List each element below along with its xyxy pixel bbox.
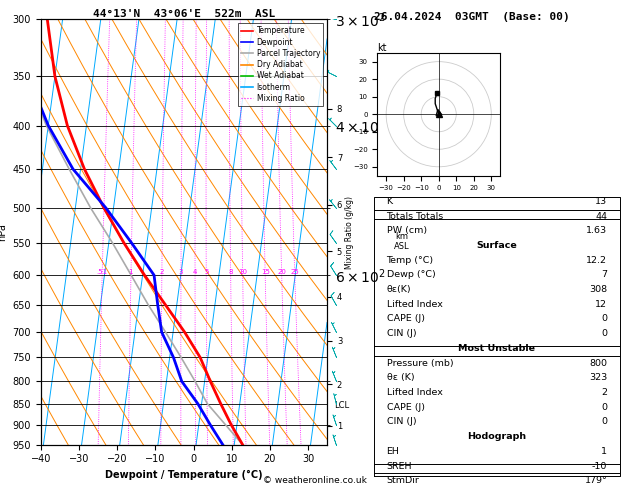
Text: CIN (J): CIN (J) (386, 417, 416, 426)
Text: EH: EH (386, 447, 399, 456)
Text: 5: 5 (204, 269, 208, 275)
Text: CIN (J): CIN (J) (386, 329, 416, 338)
Text: -10: -10 (592, 462, 608, 470)
Text: 26.04.2024  03GMT  (Base: 00): 26.04.2024 03GMT (Base: 00) (374, 12, 570, 22)
Text: 0: 0 (601, 314, 608, 324)
Text: 308: 308 (589, 285, 608, 294)
Text: Pressure (mb): Pressure (mb) (386, 359, 453, 367)
Text: Totals Totals: Totals Totals (386, 211, 444, 221)
Text: 179°: 179° (584, 476, 608, 486)
Text: 1.63: 1.63 (586, 226, 608, 235)
Text: Temp (°C): Temp (°C) (386, 256, 433, 265)
Text: 10: 10 (238, 269, 247, 275)
Text: .51: .51 (97, 269, 108, 275)
Y-axis label: hPa: hPa (0, 223, 7, 241)
Text: 44: 44 (595, 211, 608, 221)
Text: 7: 7 (601, 270, 608, 279)
Text: 20: 20 (277, 269, 286, 275)
Text: 8: 8 (228, 269, 233, 275)
Text: Lifted Index: Lifted Index (386, 388, 442, 397)
Text: K: K (386, 197, 392, 206)
Text: 2: 2 (160, 269, 164, 275)
Text: 13: 13 (595, 197, 608, 206)
Text: CAPE (J): CAPE (J) (386, 314, 425, 324)
Text: 2: 2 (601, 388, 608, 397)
Text: 12: 12 (595, 300, 608, 309)
Text: StmDir: StmDir (386, 476, 420, 486)
Text: © weatheronline.co.uk: © weatheronline.co.uk (262, 476, 367, 485)
Text: 3: 3 (179, 269, 183, 275)
Text: 0: 0 (601, 417, 608, 426)
Text: Surface: Surface (477, 241, 517, 250)
Text: 12.2: 12.2 (586, 256, 608, 265)
Text: 1: 1 (601, 447, 608, 456)
Text: 25: 25 (291, 269, 299, 275)
Text: LCL: LCL (334, 401, 349, 410)
Text: SREH: SREH (386, 462, 412, 470)
Title: 44°13'N  43°06'E  522m  ASL: 44°13'N 43°06'E 522m ASL (93, 9, 275, 18)
Text: 15: 15 (261, 269, 270, 275)
Text: 800: 800 (589, 359, 608, 367)
Text: Lifted Index: Lifted Index (386, 300, 442, 309)
Text: 4: 4 (193, 269, 198, 275)
Text: 0: 0 (601, 329, 608, 338)
Text: 323: 323 (589, 373, 608, 382)
Text: 0: 0 (601, 403, 608, 412)
Text: Hodograph: Hodograph (467, 432, 526, 441)
Text: PW (cm): PW (cm) (386, 226, 426, 235)
Text: θε(K): θε(K) (386, 285, 411, 294)
Text: θε (K): θε (K) (386, 373, 414, 382)
X-axis label: Dewpoint / Temperature (°C): Dewpoint / Temperature (°C) (105, 470, 263, 480)
Text: Mixing Ratio (g/kg): Mixing Ratio (g/kg) (345, 195, 354, 269)
Text: 1: 1 (129, 269, 133, 275)
Legend: Temperature, Dewpoint, Parcel Trajectory, Dry Adiabat, Wet Adiabat, Isotherm, Mi: Temperature, Dewpoint, Parcel Trajectory… (238, 23, 323, 106)
Y-axis label: km
ASL: km ASL (394, 232, 410, 251)
Text: kt: kt (377, 43, 387, 53)
Text: Most Unstable: Most Unstable (459, 344, 535, 353)
Text: CAPE (J): CAPE (J) (386, 403, 425, 412)
Text: Dewp (°C): Dewp (°C) (386, 270, 435, 279)
